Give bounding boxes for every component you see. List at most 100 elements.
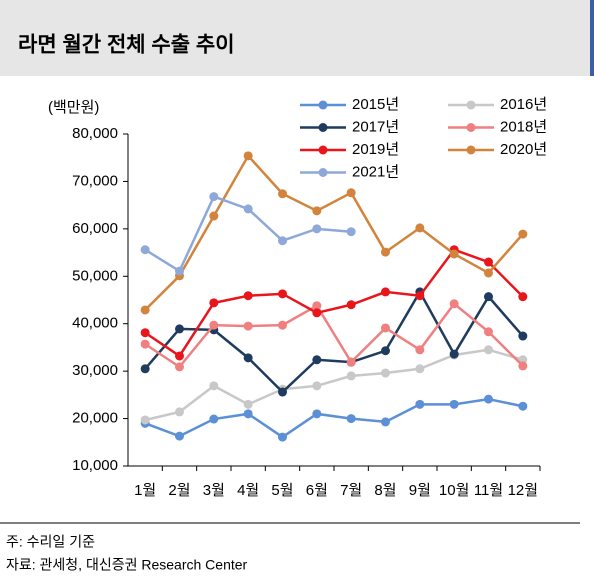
point <box>518 292 528 302</box>
point <box>209 298 219 308</box>
point <box>243 399 253 409</box>
point <box>175 324 184 334</box>
series-line <box>144 348 524 422</box>
legend-marker <box>466 123 476 132</box>
point <box>346 227 356 237</box>
x-tick-label: 11월 <box>474 482 503 499</box>
y-tick-label: 40,000 <box>72 315 118 332</box>
point <box>312 301 322 311</box>
x-tick-label: 10월 <box>439 482 470 499</box>
point <box>140 415 150 425</box>
point <box>484 394 493 404</box>
point <box>312 381 322 391</box>
point <box>278 387 287 397</box>
point <box>140 245 150 255</box>
point <box>312 308 322 318</box>
legend-label: 2021년 <box>352 163 399 180</box>
point <box>346 300 356 310</box>
series-line <box>144 289 524 394</box>
point <box>278 236 287 246</box>
point <box>209 192 219 202</box>
point <box>484 292 493 302</box>
y-tick-label: 60,000 <box>72 220 118 237</box>
y-tick-label: 50,000 <box>72 267 118 284</box>
x-tick-label: 2월 <box>168 482 190 499</box>
point <box>449 399 459 409</box>
x-tick-label: 12월 <box>508 482 539 499</box>
x-tick-label: 8월 <box>374 482 396 499</box>
x-tick-label: 3월 <box>203 482 225 499</box>
legend-label: 2020년 <box>500 141 547 158</box>
point <box>140 328 150 338</box>
source: 자료: 관세청, 대신증권 Research Center <box>6 557 248 573</box>
series-line <box>144 397 524 439</box>
point <box>484 257 493 267</box>
header-accent <box>590 0 594 76</box>
point <box>346 188 356 198</box>
point <box>449 249 459 259</box>
point <box>243 204 253 214</box>
point <box>415 223 425 233</box>
point <box>415 364 425 374</box>
legend-label: 2015년 <box>352 96 399 113</box>
point <box>518 229 528 239</box>
point <box>415 345 425 355</box>
point <box>175 431 184 441</box>
x-tick-label: 1월 <box>134 482 156 499</box>
x-tick-label: 6월 <box>306 482 328 499</box>
point <box>518 401 528 411</box>
legend-marker <box>466 145 476 155</box>
y-tick-label: 80,000 <box>72 125 118 142</box>
point <box>381 346 390 356</box>
point <box>209 414 219 424</box>
point <box>415 291 425 301</box>
point <box>484 327 493 337</box>
point <box>278 432 287 442</box>
legend-label: 2018년 <box>500 118 547 135</box>
point <box>243 409 253 419</box>
legend-label: 2016년 <box>500 96 547 113</box>
series-line <box>144 248 524 358</box>
y-tick-label: 30,000 <box>72 362 118 379</box>
legend-label: 2017년 <box>352 118 399 135</box>
point <box>449 299 459 309</box>
note: 주: 수리일 기준 <box>6 534 95 550</box>
point <box>381 287 390 297</box>
point <box>175 362 184 372</box>
point <box>449 349 459 359</box>
y-tick-label: 70,000 <box>72 172 118 189</box>
point <box>243 151 253 161</box>
point <box>278 289 287 299</box>
point <box>518 331 528 341</box>
legend-label: 2019년 <box>352 141 399 158</box>
point <box>140 364 150 374</box>
point <box>346 357 356 367</box>
point <box>278 320 287 330</box>
x-tick-label: 4월 <box>237 482 259 499</box>
y-tick-label: 10,000 <box>72 457 118 474</box>
series-line <box>144 153 524 311</box>
point <box>175 266 184 276</box>
point <box>243 353 253 363</box>
x-tick-label: 9월 <box>409 482 431 499</box>
point <box>312 355 322 365</box>
point <box>209 381 219 391</box>
legend-marker <box>318 145 328 155</box>
point <box>312 206 322 216</box>
point <box>140 305 150 315</box>
point <box>415 399 425 409</box>
point <box>175 351 184 361</box>
y-axis-label: (백만원) <box>48 99 99 116</box>
point <box>381 368 390 378</box>
legend-marker <box>466 100 476 110</box>
point <box>312 224 322 234</box>
x-tick-label: 5월 <box>271 482 293 499</box>
point <box>209 211 219 221</box>
point <box>484 345 493 355</box>
y-tick-label: 20,000 <box>72 410 118 427</box>
x-tick-label: 7월 <box>340 482 362 499</box>
point <box>140 339 150 349</box>
point <box>278 189 287 199</box>
point <box>381 323 390 333</box>
